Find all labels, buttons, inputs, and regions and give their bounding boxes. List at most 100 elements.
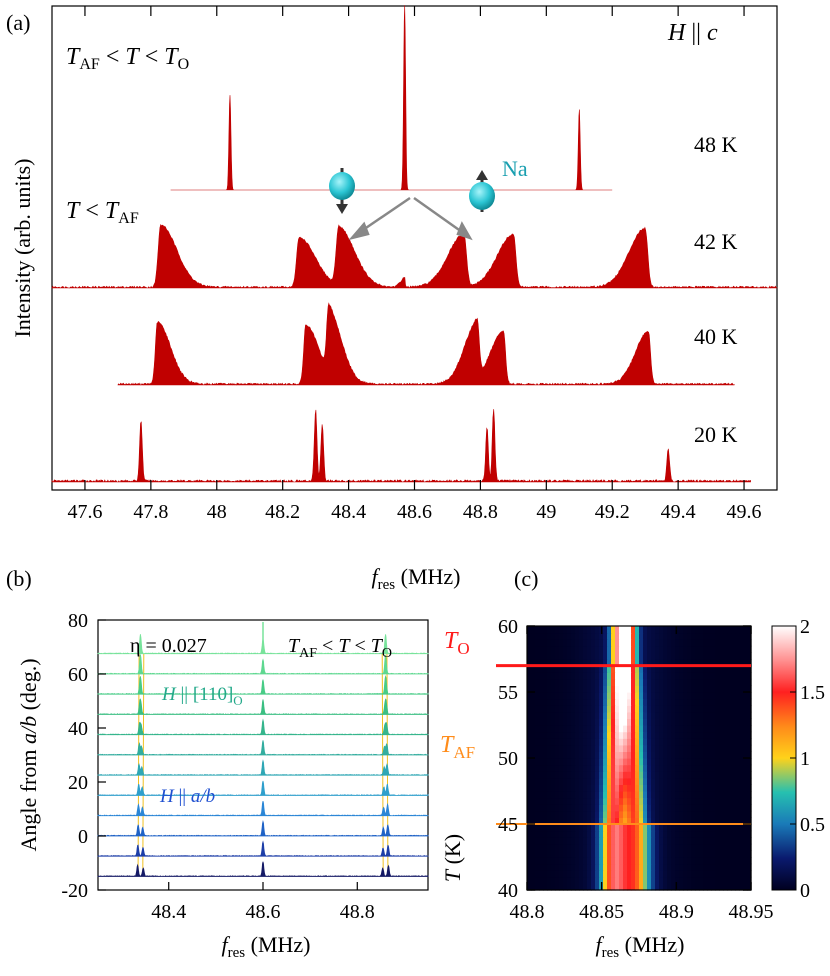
heatmap-cell [675, 843, 680, 851]
heatmap-cell [635, 725, 640, 733]
heatmap-cell [675, 665, 680, 673]
heatmap-cell [675, 784, 680, 792]
heatmap-cell [667, 843, 672, 851]
heatmap-cell [591, 777, 596, 785]
heatmap-cell [539, 639, 544, 647]
heatmap-cell [571, 692, 576, 700]
angle-spectrum [96, 654, 429, 675]
heatmap-cell [623, 824, 628, 832]
heatmap-cell [699, 758, 704, 766]
heatmap-cell [671, 725, 676, 733]
heatmap-cell [599, 837, 604, 845]
heatmap-cell [691, 850, 696, 858]
heatmap-cell [719, 659, 724, 667]
heatmap-cell [659, 876, 664, 884]
heatmap-cell [607, 830, 612, 838]
heatmap-cell [679, 632, 684, 640]
heatmap-cell [691, 652, 696, 660]
heatmap-cell [659, 764, 664, 772]
heatmap-cell [539, 850, 544, 858]
heatmap-cell [543, 639, 548, 647]
heatmap-cell [655, 870, 660, 878]
heatmap-cell [563, 645, 568, 653]
heatmap-cell [623, 810, 628, 818]
heatmap-cell [555, 685, 560, 693]
heatmap-cell [555, 876, 560, 884]
heatmap-cell [559, 665, 564, 673]
heatmap-cell [747, 817, 752, 825]
heatmap-cell [739, 626, 744, 634]
heatmap-cell [623, 744, 628, 752]
heatmap-cell [711, 639, 716, 647]
heatmap-cell [711, 645, 716, 653]
heatmap-cell [567, 665, 572, 673]
heatmap-cell [615, 850, 620, 858]
heatmap-cell [651, 817, 656, 825]
heatmap-cell [643, 843, 648, 851]
heatmap-cell [695, 791, 700, 799]
heatmap-cell [571, 797, 576, 805]
heatmap-cell [719, 764, 724, 772]
heatmap-cell [671, 771, 676, 779]
heatmap-cell [707, 777, 712, 785]
heatmap-cell [599, 830, 604, 838]
heatmap-cell [679, 645, 684, 653]
heatmap-cell [579, 725, 584, 733]
heatmap-cell [551, 692, 556, 700]
heatmap-cell [627, 685, 632, 693]
heatmap-cell [631, 639, 636, 647]
heatmap-cell [731, 698, 736, 706]
heatmap-cell [675, 870, 680, 878]
heatmap-cell [727, 777, 732, 785]
heatmap-cell [563, 883, 568, 891]
heatmap-cell [563, 758, 568, 766]
label-T-AF: TAF [440, 732, 475, 762]
heatmap-cell [695, 705, 700, 713]
heatmap-cell [527, 639, 532, 647]
heatmap-cell [647, 711, 652, 719]
heatmap-cell [587, 705, 592, 713]
heatmap-cell [675, 764, 680, 772]
angle-spectrum [97, 759, 429, 776]
heatmap-cell [627, 758, 632, 766]
heatmap-cell [551, 665, 556, 673]
heatmap-cell [691, 698, 696, 706]
heatmap-cell [599, 797, 604, 805]
heatmap-cell [631, 645, 636, 653]
heatmap-cell [599, 665, 604, 673]
heatmap-cell [615, 731, 620, 739]
heatmap-cell [587, 777, 592, 785]
heatmap-cell [663, 705, 668, 713]
heatmap-cell [603, 857, 608, 865]
heatmap-cell [599, 764, 604, 772]
heatmap-cell [531, 824, 536, 832]
heatmap-cell [743, 751, 748, 759]
heatmap-cell [575, 678, 580, 686]
heatmap-cell [631, 863, 636, 871]
heatmap-cell [639, 797, 644, 805]
heatmap-cell [527, 758, 532, 766]
heatmap-cell [675, 824, 680, 832]
heatmap-cell [623, 632, 628, 640]
heatmap-cell [727, 725, 732, 733]
heatmap-cell [591, 883, 596, 891]
heatmap-cell [663, 804, 668, 812]
heatmap-cell [571, 758, 576, 766]
heatmap-cell [531, 751, 536, 759]
heatmap-cell [655, 731, 660, 739]
heatmap-cell [615, 718, 620, 726]
heatmap-cell [663, 718, 668, 726]
heatmap-cell [571, 784, 576, 792]
heatmap-cell [607, 711, 612, 719]
heatmap-cell [631, 678, 636, 686]
heatmap-cell [719, 731, 724, 739]
heatmap-cell [691, 626, 696, 634]
heatmap-cell [623, 804, 628, 812]
heatmap-cell [615, 738, 620, 746]
heatmap-cell [643, 672, 648, 680]
x-tick-label: 49.6 [727, 501, 762, 523]
heatmap-cell [691, 784, 696, 792]
heatmap-cell [675, 850, 680, 858]
heatmap-cell [703, 771, 708, 779]
heatmap-cell [703, 777, 708, 785]
